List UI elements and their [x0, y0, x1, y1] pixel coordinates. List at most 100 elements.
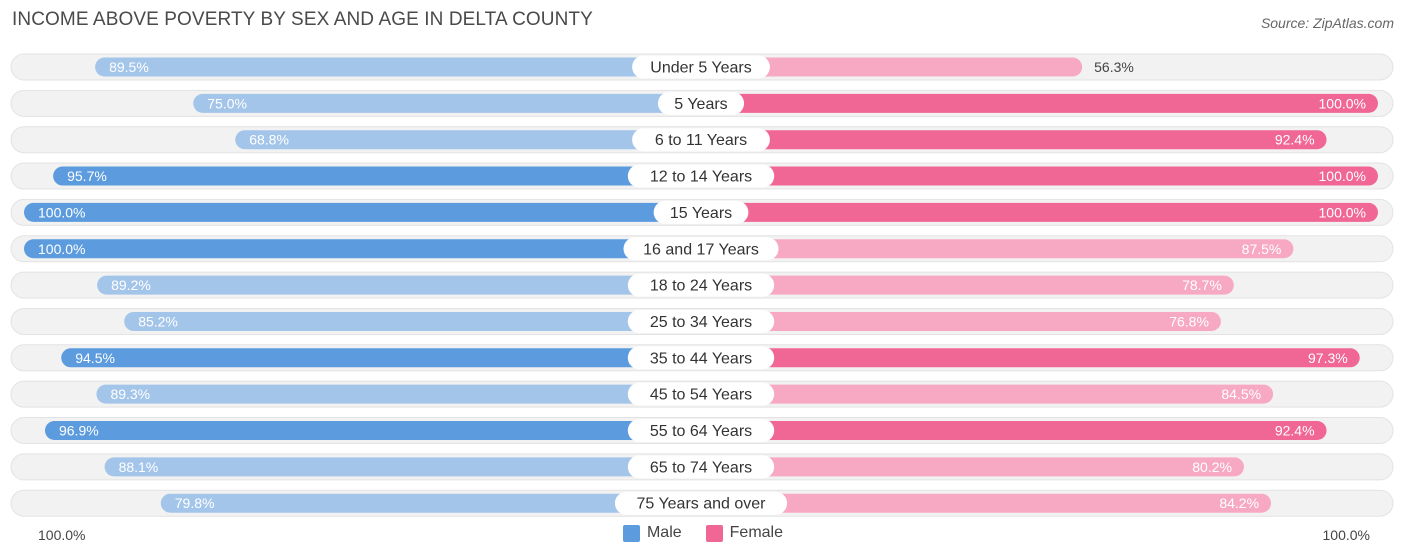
female-value-label: 100.0% — [1319, 204, 1366, 220]
male-bar — [124, 311, 702, 331]
female-bar — [701, 202, 1378, 222]
category-pill — [627, 346, 775, 370]
category-label: 25 to 34 Years — [650, 314, 752, 331]
male-value-label: 96.9% — [59, 423, 99, 439]
chart-title: INCOME ABOVE POVERTY BY SEX AND AGE IN D… — [12, 9, 593, 30]
chart-row: 75.0% 100.0% 5 Years — [10, 89, 1394, 117]
category-label: 15 Years — [670, 205, 732, 222]
male-value-label: 94.5% — [75, 350, 115, 366]
female-value-label: 92.4% — [1275, 132, 1315, 148]
female-value-label: 84.5% — [1221, 386, 1261, 402]
category-pill — [632, 128, 770, 152]
male-value-label: 89.5% — [109, 59, 149, 75]
legend-label-male: Male — [646, 524, 682, 541]
axis-left-label: 100.0% — [38, 527, 86, 543]
female-value-label: 100.0% — [1319, 95, 1366, 111]
female-value-label: 56.3% — [1094, 59, 1134, 75]
female-bar — [701, 93, 1378, 113]
category-label: 18 to 24 Years — [650, 278, 752, 295]
male-value-label: 68.8% — [249, 132, 289, 148]
category-pill — [627, 419, 775, 442]
female-bar — [701, 275, 1234, 295]
chart-svg: 89.5% 56.3% Under 5 Years 75.0% 100.0% 5 Year… — [10, 53, 1394, 517]
category-pill — [657, 91, 745, 115]
category-label: 5 Years — [674, 96, 727, 113]
category-label: 16 and 17 Years — [643, 241, 759, 258]
legend-item-male: Male — [622, 524, 682, 542]
chart-row: 79.8% 84.2% 75 Years and over — [10, 489, 1394, 517]
male-bar — [53, 166, 701, 186]
female-bar — [701, 493, 1272, 513]
axis-right-label: 100.0% — [1322, 527, 1370, 543]
chart-row: 100.0% 100.0% 15 Years — [10, 198, 1394, 226]
chart-row: 85.2% 76.8% 25 to 34 Years — [10, 307, 1394, 335]
legend-swatch-male — [622, 524, 640, 542]
category-pill — [614, 491, 788, 515]
female-bar — [701, 57, 1083, 77]
male-bar — [96, 384, 701, 404]
male-value-label: 75.0% — [207, 95, 247, 111]
female-bar — [701, 384, 1274, 404]
male-value-label: 100.0% — [38, 204, 85, 220]
female-value-label: 76.8% — [1169, 313, 1209, 329]
chart-source: Source: ZipAtlas.com — [1260, 15, 1394, 31]
category-label: Under 5 Years — [650, 60, 751, 77]
category-label: 65 to 74 Years — [650, 459, 752, 476]
chart-row: 89.3% 84.5% 45 to 54 Years — [10, 380, 1394, 408]
category-pill — [627, 164, 775, 188]
male-value-label: 88.1% — [119, 459, 159, 475]
category-pill — [627, 309, 775, 333]
male-bar — [97, 275, 702, 295]
female-bar — [701, 457, 1244, 477]
legend-item-female: Female — [705, 524, 784, 542]
male-value-label: 100.0% — [38, 241, 85, 257]
category-pill — [623, 237, 779, 261]
male-value-label: 89.3% — [110, 386, 150, 402]
chart-legend: Male Female — [0, 524, 1406, 542]
male-bar — [104, 457, 702, 477]
category-label: 35 to 44 Years — [650, 350, 752, 367]
female-value-label: 87.5% — [1242, 241, 1282, 257]
male-bar — [193, 93, 701, 113]
category-label: 45 to 54 Years — [650, 387, 752, 404]
category-pill — [627, 382, 775, 406]
chart-row: 89.2% 78.7% 18 to 24 Years — [10, 271, 1394, 299]
category-label: 6 to 11 Years — [655, 132, 747, 149]
male-bar — [24, 239, 701, 259]
category-pill — [653, 200, 749, 224]
chart-row: 89.5% 56.3% Under 5 Years — [10, 53, 1394, 81]
female-value-label: 100.0% — [1319, 168, 1366, 184]
male-value-label: 79.8% — [175, 495, 215, 511]
chart-row: 88.1% 80.2% 65 to 74 Years — [10, 453, 1394, 481]
male-bar — [160, 493, 701, 513]
female-value-label: 80.2% — [1192, 459, 1232, 475]
legend-swatch-female — [705, 524, 723, 542]
female-value-label: 92.4% — [1275, 423, 1315, 439]
male-bar — [61, 348, 702, 368]
female-value-label: 97.3% — [1308, 350, 1348, 366]
female-bar — [701, 421, 1327, 440]
category-label: 12 to 14 Years — [650, 169, 752, 186]
female-value-label: 84.2% — [1219, 495, 1259, 511]
female-bar — [701, 239, 1294, 259]
chart-row: 68.8% 92.4% 6 to 11 Years — [10, 126, 1394, 154]
male-bar — [95, 57, 701, 77]
chart-row: 94.5% 97.3% 35 to 44 Years — [10, 344, 1394, 372]
category-pill — [627, 273, 775, 297]
male-value-label: 85.2% — [138, 313, 178, 329]
male-value-label: 89.2% — [111, 277, 151, 293]
female-value-label: 78.7% — [1182, 277, 1222, 293]
female-bar — [701, 348, 1360, 368]
female-bar — [701, 311, 1221, 331]
male-bar — [44, 421, 701, 440]
male-bar — [235, 130, 701, 150]
category-pill — [627, 455, 775, 479]
female-bar — [701, 130, 1327, 150]
chart-row: 96.9% 92.4% 55 to 64 Years — [10, 417, 1394, 444]
male-bar — [24, 202, 701, 222]
legend-label-female: Female — [729, 524, 784, 541]
category-label: 55 to 64 Years — [650, 423, 752, 440]
chart-row: 100.0% 87.5% 16 and 17 Years — [10, 235, 1394, 263]
female-bar — [701, 166, 1378, 186]
male-value-label: 95.7% — [67, 168, 107, 184]
